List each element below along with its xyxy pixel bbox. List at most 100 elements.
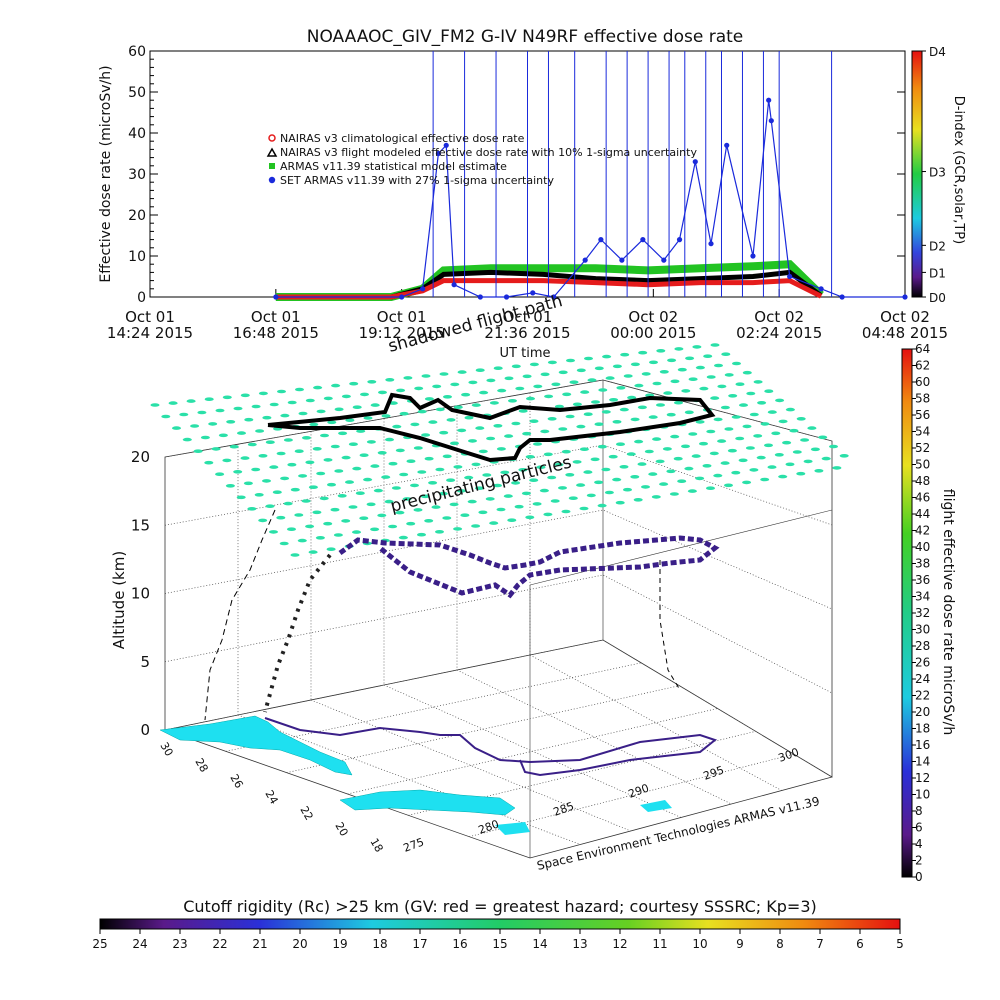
particle-dot	[294, 449, 304, 454]
particle-dot	[803, 459, 813, 464]
dose-colorbar-tick-label: 14	[915, 755, 930, 769]
particle-dot	[720, 461, 730, 465]
particle-dot	[428, 481, 438, 485]
3d-grid	[164, 379, 833, 845]
series-point	[582, 257, 588, 263]
island-landmass	[495, 822, 530, 835]
particle-dot	[544, 394, 554, 399]
particle-dot	[576, 483, 586, 487]
particle-dot	[280, 413, 290, 418]
legend-label: NAIRAS v3 flight modeled effective dose …	[280, 146, 697, 159]
particle-dot	[760, 422, 770, 426]
x-tick-label-time: 14:24 2015	[107, 324, 193, 342]
particle-dot	[749, 468, 759, 472]
dose-colorbar-tick-label: 10	[915, 788, 930, 802]
particle-dot	[514, 504, 524, 509]
particle-dot	[399, 411, 409, 416]
particle-dot	[269, 402, 279, 407]
particle-dot	[290, 487, 300, 492]
y-tick-label: 60	[128, 44, 146, 60]
particle-dot	[308, 485, 318, 490]
particle-dot	[536, 465, 546, 470]
dindex-tick-label: D2	[929, 239, 946, 253]
particle-dot	[566, 358, 575, 363]
series-point	[451, 282, 457, 288]
altitude-grid-line	[164, 639, 833, 778]
florida-landmass	[159, 715, 353, 776]
particle-dot	[417, 470, 427, 474]
particle-dot	[627, 395, 637, 400]
series-point	[708, 241, 714, 247]
particle-dot	[687, 489, 697, 493]
legend: NAIRAS v3 climatological effective dose …	[266, 132, 697, 187]
particle-dot	[533, 442, 542, 446]
particle-dot	[370, 527, 380, 532]
cutoff-tick-label: 24	[132, 937, 147, 951]
particle-dot	[652, 381, 662, 386]
particle-dot	[539, 488, 549, 493]
particle-dot	[236, 495, 246, 500]
particle-dot	[258, 518, 268, 523]
particle-dot	[240, 393, 250, 398]
particle-dot	[373, 488, 383, 493]
y-tick-label: 20	[128, 208, 146, 224]
particle-dot	[724, 373, 734, 377]
particle-dot	[395, 448, 405, 453]
particle-dot	[377, 451, 387, 455]
particle-dot	[262, 415, 272, 420]
series-point	[839, 294, 845, 300]
particle-dot	[341, 394, 351, 399]
particle-dot	[269, 465, 279, 469]
particle-dot	[543, 512, 553, 517]
series-point	[443, 142, 449, 148]
particle-dot	[312, 447, 322, 451]
particle-dot	[478, 510, 488, 515]
dose-colorbar-tick-label: 42	[915, 524, 930, 538]
particle-dot	[172, 426, 181, 430]
particle-dot	[818, 435, 828, 440]
particle-dot	[439, 372, 449, 376]
particle-dot	[330, 507, 340, 512]
particle-dot	[450, 382, 460, 387]
particle-dot	[204, 460, 214, 465]
particle-dot	[377, 513, 387, 518]
particle-dot	[182, 437, 192, 442]
particle-dot	[709, 451, 719, 456]
particle-dot	[298, 411, 308, 416]
particle-dot	[497, 388, 507, 393]
particle-dot	[554, 404, 564, 409]
particle-dot	[204, 397, 214, 402]
particle-dot	[652, 437, 662, 441]
cutoff-tick-label: 19	[332, 937, 347, 951]
legend-label: NAIRAS v3 climatological effective dose …	[280, 132, 525, 145]
particle-dot	[634, 439, 644, 444]
particle-dot	[742, 480, 752, 485]
particle-dot	[569, 380, 579, 385]
particle-dot	[532, 502, 542, 506]
particle-dot	[771, 431, 781, 436]
particle-dot	[381, 475, 391, 479]
altitude-tick-label: 5	[140, 653, 150, 671]
particle-dot	[587, 378, 597, 382]
particle-dot	[258, 454, 268, 458]
dose-colorbar-tick-label: 32	[915, 606, 930, 620]
particle-dot	[543, 452, 553, 457]
dose-colorbar-tick-label: 44	[915, 507, 930, 521]
particle-dot	[406, 459, 416, 464]
particle-dot	[468, 380, 478, 385]
particle-dot	[280, 476, 290, 481]
altitude-tick-label: 10	[131, 585, 150, 603]
legend-marker	[269, 163, 275, 169]
particle-dot	[774, 453, 784, 457]
dindex-tick-label: D3	[929, 166, 946, 180]
x-tick-label-time: 00:00 2015	[610, 324, 696, 342]
particle-dot	[468, 439, 477, 443]
particle-dot	[597, 444, 607, 449]
particle-dot	[789, 428, 799, 433]
particle-dot	[370, 464, 380, 468]
x-tick-label-time: 21:36 2015	[484, 324, 570, 342]
particle-dot	[572, 402, 582, 407]
cutoff-tick-label: 20	[292, 937, 307, 951]
cutoff-tick-label: 13	[572, 937, 587, 951]
particle-dot	[410, 422, 420, 427]
